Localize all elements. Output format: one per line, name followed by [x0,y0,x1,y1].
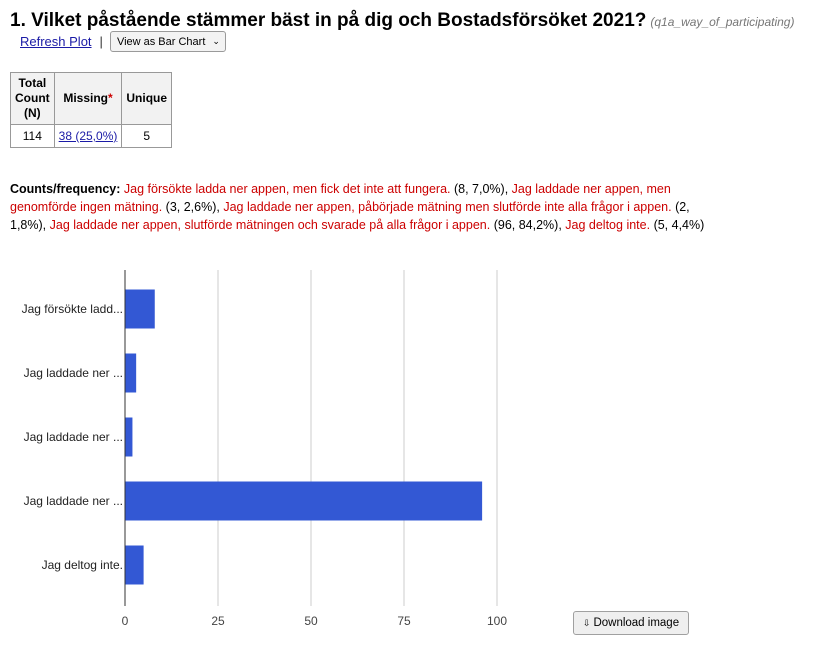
page-title: 1. Vilket påstående stämmer bäst in på d… [10,10,794,32]
unique-value: 5 [121,124,173,148]
total-count-value: 114 [10,124,55,148]
count-item-text: Jag laddade ner appen, slutförde mätning… [49,218,491,232]
action-separator: | [99,34,103,49]
x-tick-label: 25 [211,614,225,628]
view-mode-select[interactable]: View as Bar Chart ⌄ [109,31,226,52]
missing-value-link[interactable]: 38 (25,0%) [58,129,118,143]
total-count-header: Total Count (N) [10,72,55,125]
bar [125,353,137,393]
view-mode-label: View as Bar Chart [116,35,206,48]
question-text: 1. Vilket påstående stämmer bäst in på d… [10,10,647,31]
missing-header: Missing* [53,72,123,125]
x-tick-label: 100 [487,614,507,628]
x-tick-label: 0 [122,614,129,628]
bar [125,481,483,521]
category-label: Jag laddade ner ... [24,494,123,508]
download-label: Download image [593,617,680,629]
category-label: Jag laddade ner ... [24,430,123,444]
count-item-stat: (3, 2,6%), [165,200,220,214]
download-icon: ⇩ [582,617,591,628]
counts-frequency: Counts/frequency: Jag försökte ladda ner… [10,180,720,234]
download-image-button[interactable]: ⇩ Download image [573,611,689,635]
count-item-text: Jag deltog inte. [565,218,651,232]
missing-value-cell: 38 (25,0%) [53,124,123,148]
bar [125,545,144,585]
bar [125,417,133,457]
required-star: * [108,91,113,105]
count-item-text: Jag laddade ner appen, påbörjade mätning… [223,200,672,214]
counts-label: Counts/frequency: [10,182,121,196]
unique-header: Unique [121,72,173,125]
category-label: Jag laddade ner ... [24,366,123,380]
count-item-text: Jag laddade ner appen, men genomförde in… [10,182,671,214]
count-item-text: Jag försökte ladda ner appen, men fick d… [123,182,451,196]
summary-value-row: 114 38 (25,0%) 5 [10,124,173,148]
refresh-plot-link[interactable]: Refresh Plot [20,34,92,49]
category-label: Jag deltog inte. [42,558,123,572]
category-label: Jag försökte ladd... [22,302,123,316]
summary-header-row: Total Count (N) Missing* Unique [10,72,173,125]
count-item-stat: (2, 1,8%), [10,200,690,232]
x-tick-label: 75 [397,614,411,628]
count-item-stat: (5, 4,4%) [653,218,705,232]
variable-name: (q1a_way_of_participating) [650,15,795,29]
bar [125,289,155,329]
count-item-stat: (8, 7,0%), [454,182,509,196]
chevron-down-icon: ⌄ [212,36,220,46]
count-item-stat: (96, 84,2%), [493,218,562,232]
bar-chart: Jag försökte ladd... Jag laddade ner ... J… [22,270,507,628]
x-tick-label: 50 [304,614,318,628]
plot-actions: Refresh Plot | View as Bar Chart ⌄ [20,31,226,52]
summary-table: Total Count (N) Missing* Unique 114 38 (… [10,72,173,148]
